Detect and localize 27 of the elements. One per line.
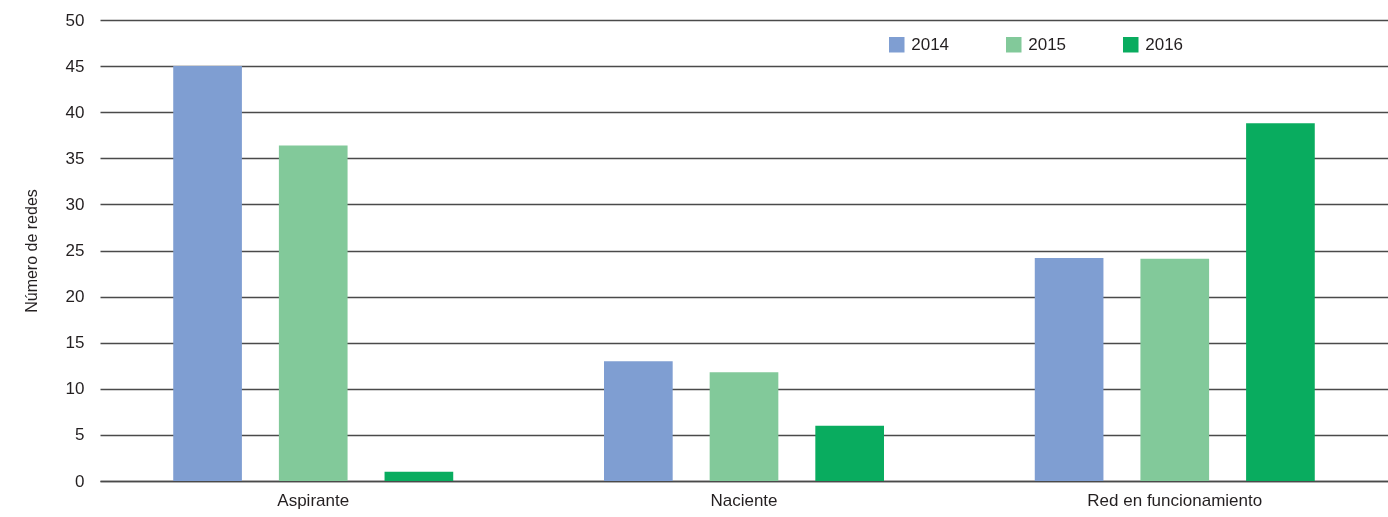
y-tick-label: 20 <box>65 287 85 307</box>
bar <box>384 471 454 481</box>
y-tick-label: 40 <box>65 102 85 122</box>
bar <box>1140 258 1210 481</box>
x-tick-label: Aspirante <box>277 490 350 510</box>
y-tick-label: 10 <box>65 379 85 399</box>
bar <box>173 66 242 481</box>
bar <box>815 425 884 481</box>
y-tick-label: 45 <box>65 56 85 76</box>
x-tick-label: Red en funcionamiento <box>1087 490 1263 510</box>
bar <box>278 145 348 481</box>
y-tick-label: 5 <box>75 425 85 445</box>
legend-label: 2016 <box>1145 34 1184 54</box>
y-axis-title: Número de redes <box>22 189 40 313</box>
legend-label: 2015 <box>1028 34 1067 54</box>
x-tick-label: Naciente <box>710 490 778 510</box>
y-tick-label: 15 <box>65 333 85 353</box>
y-tick-label: 25 <box>65 241 85 260</box>
y-tick-label: 0 <box>75 471 85 491</box>
bar <box>1034 257 1104 481</box>
legend-label: 2014 <box>911 34 950 54</box>
y-tick-label: 30 <box>65 194 85 214</box>
bar <box>709 372 779 481</box>
y-tick-label: 35 <box>65 148 85 168</box>
y-tick-label: 50 <box>65 10 85 30</box>
bar <box>1246 123 1315 481</box>
bar <box>604 361 673 481</box>
